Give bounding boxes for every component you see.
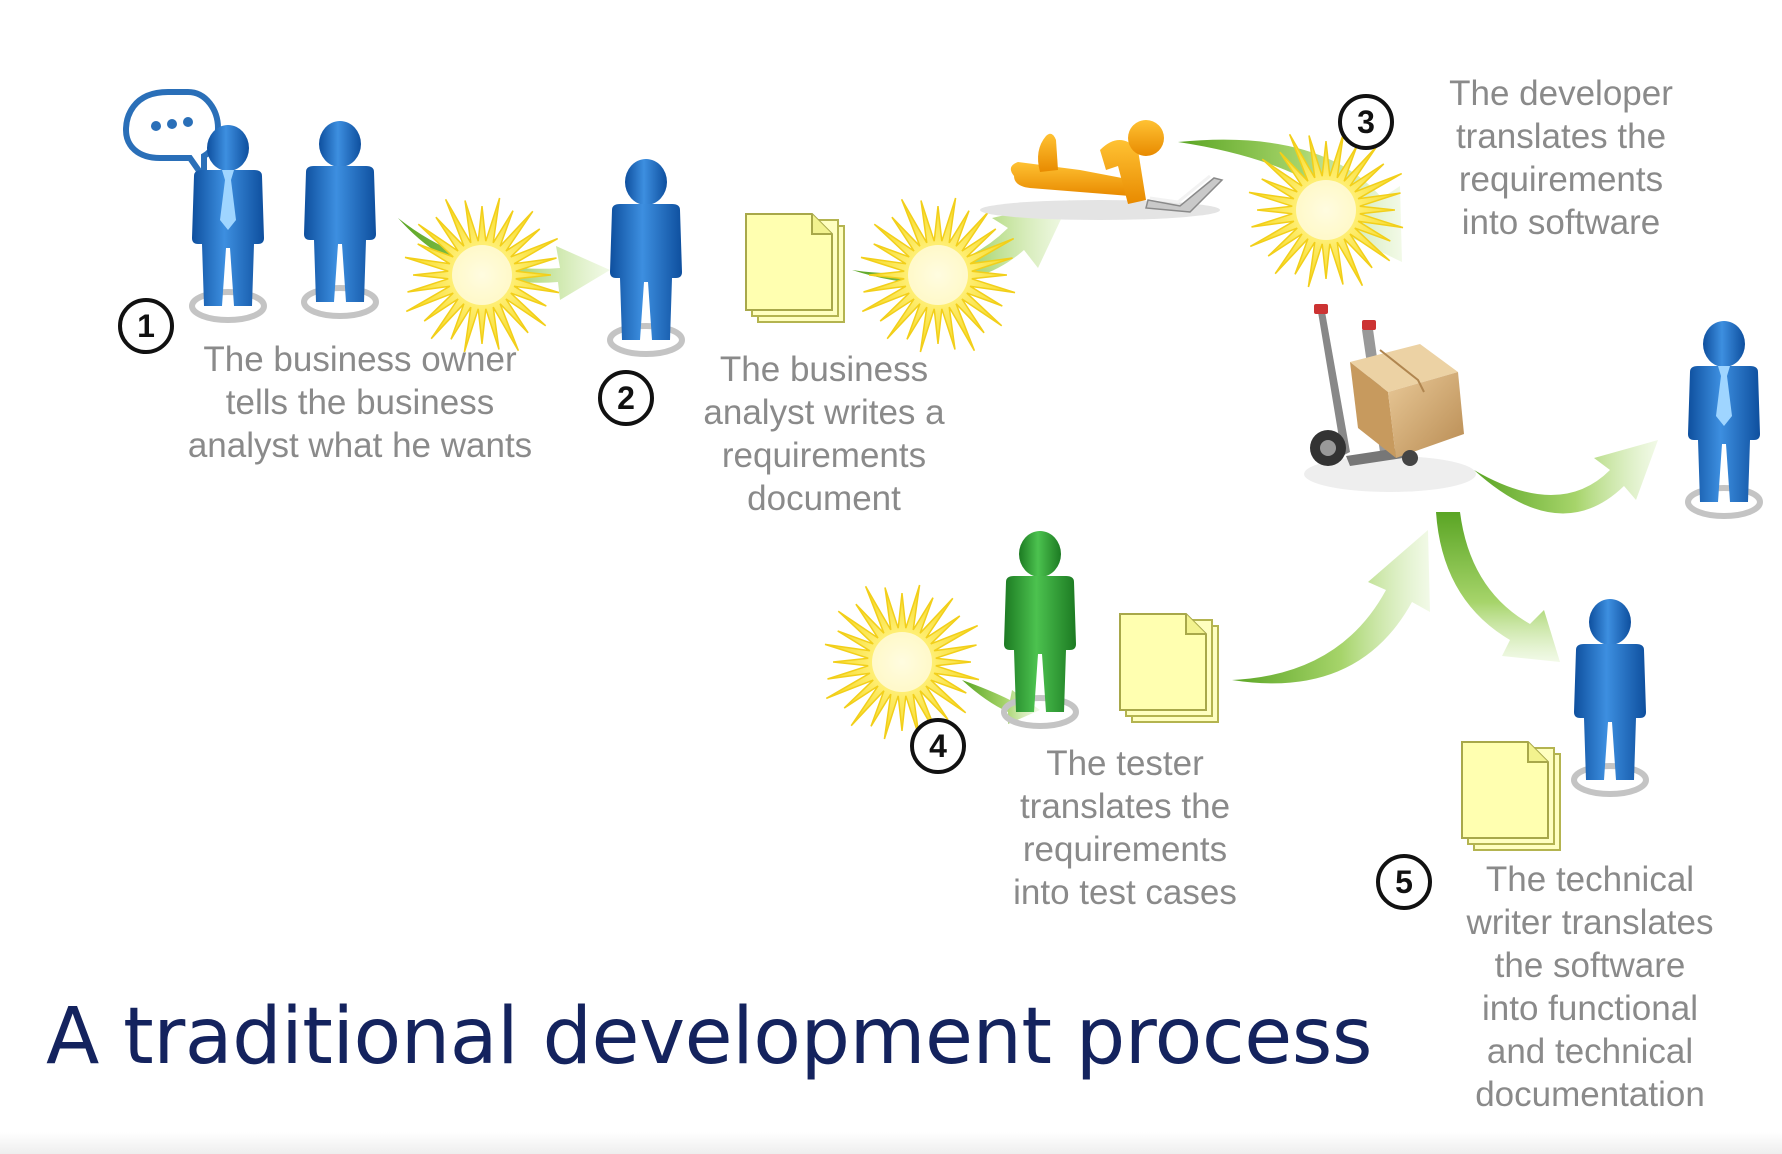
flow-arrow-icon <box>962 680 1040 724</box>
flow-arrow-icon <box>1436 512 1560 662</box>
footer-bar <box>0 1132 1782 1154</box>
business-analyst-icon <box>304 121 376 316</box>
step-1-number: 1 <box>118 298 174 354</box>
end-user-icon <box>1688 321 1760 516</box>
business-analyst-icon <box>610 159 682 354</box>
step-5-number: 5 <box>1376 854 1432 910</box>
documentation-icon <box>1461 741 1561 851</box>
requirements-document-icon <box>745 213 845 323</box>
step-3-number: 3 <box>1338 94 1394 150</box>
step-4-caption: The tester translates the requirements i… <box>1013 744 1237 912</box>
speech-bubble-icon <box>122 89 222 188</box>
business-owner-icon <box>192 125 264 320</box>
flow-arrow-icon <box>1474 440 1658 514</box>
step-2-caption: The business analyst writes a requiremen… <box>703 350 945 518</box>
step-5-caption: The technical writer translates the soft… <box>1466 860 1714 1114</box>
test-cases-document-icon <box>1119 613 1219 723</box>
starburst-icon <box>860 197 1016 353</box>
starburst-icon <box>1248 132 1404 288</box>
developer-laptop-icon <box>980 120 1224 220</box>
software-hand-truck-icon <box>1304 304 1476 492</box>
page-title: A traditional development process <box>46 992 1373 1082</box>
step-1-caption: The business owner tells the business an… <box>187 340 533 465</box>
flow-arrow-icon <box>398 218 610 300</box>
flow-arrow-icon <box>1232 530 1430 684</box>
flow-arrow-icon <box>852 200 1070 284</box>
step-2-number: 2 <box>598 370 654 426</box>
technical-writer-icon <box>1574 599 1646 794</box>
step-4-number: 4 <box>910 718 966 774</box>
starburst-icon <box>824 584 980 740</box>
starburst-icon <box>404 197 560 353</box>
step-3-caption: The developer translates the requirement… <box>1449 74 1673 242</box>
